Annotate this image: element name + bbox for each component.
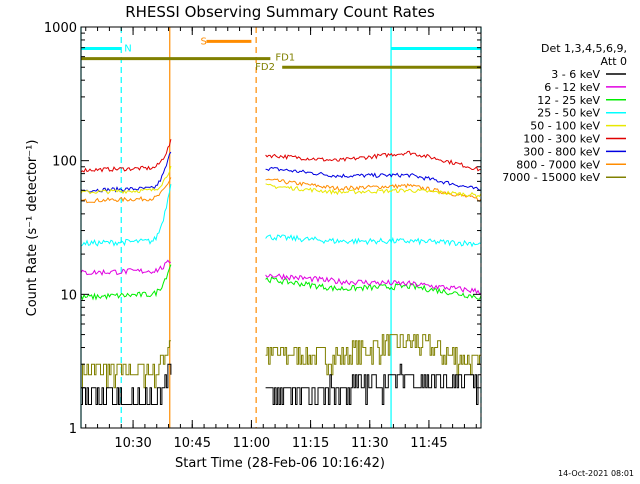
legend-entry-label: 25 - 50 keV bbox=[537, 107, 600, 120]
series-line-8 bbox=[81, 334, 482, 389]
legend-entry-label: 3 - 6 keV bbox=[551, 68, 600, 81]
segment-label: FD2 bbox=[255, 62, 275, 73]
series-line-2 bbox=[80, 264, 482, 301]
y-tick-label: 1000 bbox=[44, 21, 77, 36]
x-tick-label: 11:30 bbox=[351, 436, 388, 451]
segment-label: N bbox=[124, 44, 131, 55]
legend-entry-label: 50 - 100 keV bbox=[530, 120, 600, 133]
axes: 1 10 100 1000 10:30 10:45 11:00 11:15 11:30 11:45 bbox=[44, 21, 482, 451]
series-line-3 bbox=[80, 184, 482, 248]
series-line-5 bbox=[80, 139, 481, 173]
chart-title: RHESSI Observing Summary Count Rates bbox=[125, 3, 435, 21]
footer-timestamp: 14-Oct-2021 08:01 bbox=[558, 469, 634, 478]
series-line-1 bbox=[80, 259, 482, 295]
legend-header-line-1: Det 1,3,4,5,6,9, bbox=[541, 42, 627, 55]
y-axis-label: Count Rate (s⁻¹ detector⁻¹) bbox=[25, 140, 40, 317]
segment-label: FD1 bbox=[275, 53, 295, 64]
x-tick-label: 11:00 bbox=[233, 436, 270, 451]
legend-header-line-2: Att 0 bbox=[601, 55, 627, 68]
legend-entry-label: 7000 - 15000 keV bbox=[502, 171, 600, 184]
x-axis-label: Start Time (28-Feb-06 10:16:42) bbox=[175, 456, 385, 471]
series-line-4 bbox=[80, 165, 482, 198]
legend-entry-label: 6 - 12 keV bbox=[544, 81, 600, 94]
series-line-7 bbox=[80, 177, 482, 204]
legend-entry-label: 800 - 7000 keV bbox=[516, 158, 600, 171]
y-tick-label: 10 bbox=[60, 288, 77, 303]
series-line-0 bbox=[81, 363, 481, 405]
x-tick-label: 10:30 bbox=[114, 436, 151, 451]
legend-entry-label: 100 - 300 keV bbox=[523, 133, 600, 146]
segment-label: S bbox=[200, 36, 206, 47]
x-tick-label: 11:15 bbox=[292, 436, 329, 451]
legend-entry-label: 300 - 800 keV bbox=[523, 145, 600, 158]
plot-frame bbox=[80, 26, 482, 429]
y-tick-label: 100 bbox=[52, 155, 77, 170]
x-tick-label: 10:45 bbox=[174, 436, 211, 451]
series-line-6 bbox=[80, 151, 482, 193]
x-tick-label: 11:45 bbox=[410, 436, 447, 451]
y-tick-label: 1 bbox=[69, 422, 77, 437]
legend-entry-label: 12 - 25 keV bbox=[537, 94, 600, 107]
